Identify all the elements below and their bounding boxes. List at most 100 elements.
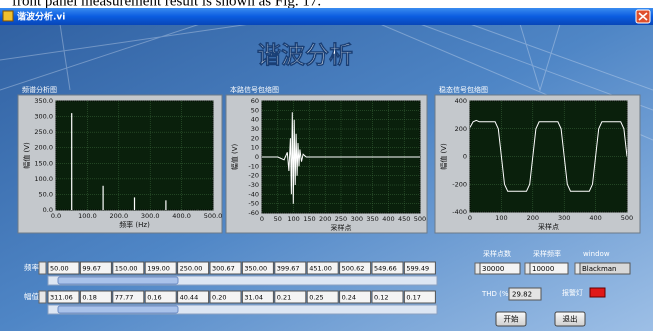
numeric-cell	[144, 290, 177, 304]
y-tick-label: 250.0	[34, 128, 53, 136]
row-label: 幅值	[24, 291, 39, 301]
numeric-cell	[177, 261, 210, 275]
x-tick-label: 300	[351, 215, 363, 223]
caption: front panel measurement result is shown …	[12, 0, 321, 9]
scroll-thumb[interactable]	[57, 305, 179, 314]
y-tick-label: -50	[248, 200, 259, 208]
spinner-button[interactable]	[524, 262, 531, 275]
numeric-cell	[274, 261, 307, 275]
numeric-value: 0.21	[277, 294, 291, 302]
numeric-value: 99.67	[82, 265, 101, 273]
signal-line	[262, 112, 420, 204]
y-tick-label: 350.0	[34, 97, 53, 105]
x-tick-label: 100	[287, 215, 299, 223]
button-label: 退出	[563, 314, 578, 324]
control-value: 30000	[482, 265, 504, 273]
plot-series	[470, 119, 627, 192]
x-tick-label: 0	[260, 215, 264, 223]
numeric-cell	[79, 290, 112, 304]
numeric-value: 451.00	[309, 265, 332, 273]
index-spinner[interactable]	[38, 290, 47, 304]
button-label: 开始	[504, 314, 519, 324]
window-title: 谐波分析.vi	[17, 11, 65, 23]
vi-icon	[2, 10, 14, 22]
x-axis-label: 采样点	[538, 222, 559, 231]
y-tick-label: -30	[248, 181, 259, 189]
x-tick-label: 300	[558, 214, 570, 222]
numeric-cell	[144, 261, 177, 275]
x-tick-label: 200	[319, 215, 331, 223]
spinner-button[interactable]	[574, 262, 581, 275]
alarm-led	[589, 287, 606, 298]
button[interactable]	[554, 311, 586, 327]
y-tick-label: 50	[251, 106, 259, 114]
y-tick-label: 0	[255, 153, 259, 161]
y-tick-label: -200	[452, 180, 467, 188]
x-tick-label: 200	[527, 214, 539, 222]
index-spinner[interactable]	[38, 261, 47, 275]
x-tick-label: 400	[589, 214, 601, 222]
x-tick-label: 100	[495, 214, 507, 222]
close-icon	[638, 12, 648, 21]
numeric-value: 40.44	[180, 294, 199, 302]
alarm-label: 报警灯	[562, 288, 583, 297]
button[interactable]	[495, 311, 527, 327]
numeric-value: 399.67	[277, 265, 300, 273]
y-axis-label: 幅值 (V)	[439, 143, 448, 170]
numeric-value: 311.06	[50, 294, 73, 302]
y-tick-label: 300.0	[34, 113, 53, 121]
y-tick-label: 0	[463, 153, 467, 161]
x-tick-label: 150	[303, 215, 315, 223]
y-tick-label: -400	[452, 208, 467, 216]
numeric-cell	[403, 290, 436, 304]
plot-series	[71, 113, 213, 210]
plot-area	[55, 100, 214, 211]
control-box[interactable]	[479, 262, 521, 275]
numeric-value: 300.67	[212, 265, 235, 273]
control-value: Blackman	[582, 265, 616, 273]
numeric-cell	[339, 290, 372, 304]
numeric-value: 549.66	[374, 265, 397, 273]
row-label: 频率	[24, 262, 39, 272]
y-tick-label: 200	[455, 125, 467, 133]
numeric-value: 0.17	[406, 294, 420, 302]
numeric-cell	[241, 290, 274, 304]
y-tick-label: 20	[251, 134, 259, 142]
numeric-value: 31.04	[244, 294, 263, 302]
y-axis-label: 幅值 (V)	[22, 142, 31, 169]
title-bar	[0, 8, 653, 25]
x-tick-label: 250	[335, 215, 347, 223]
control-box[interactable]	[579, 262, 631, 275]
y-tick-label: 40	[251, 116, 259, 124]
scroll-thumb[interactable]	[57, 276, 179, 285]
x-tick-label: 0.0	[51, 212, 61, 220]
control-label: window	[583, 250, 610, 258]
numeric-value: 350.00	[244, 265, 267, 273]
numeric-cell	[79, 261, 112, 275]
scrollbar[interactable]	[47, 275, 438, 286]
x-tick-label: 200.0	[109, 212, 128, 220]
scrollbar[interactable]	[47, 304, 438, 315]
graph-title: 稳态信号包络图	[439, 85, 488, 94]
x-tick-label: 500	[621, 214, 633, 222]
control-label: 采样点数	[483, 249, 511, 258]
control-box[interactable]	[529, 262, 569, 275]
numeric-value: 0.12	[374, 294, 388, 302]
x-tick-label: 300.0	[141, 212, 160, 220]
x-tick-label: 50	[274, 215, 282, 223]
numeric-cell	[47, 290, 80, 304]
thd-box	[508, 287, 542, 301]
numeric-cell	[274, 290, 307, 304]
graph-title: 频谱分析图	[22, 85, 57, 94]
numeric-cell	[112, 290, 145, 304]
y-axis-label: 幅值 (V)	[230, 143, 239, 170]
numeric-value: 199.00	[147, 265, 170, 273]
numeric-cell	[339, 261, 372, 275]
numeric-cell	[209, 290, 242, 304]
background-pylons	[0, 23, 653, 141]
spinner-button[interactable]	[474, 262, 481, 275]
plot-series	[262, 112, 420, 204]
y-tick-label: -60	[248, 209, 259, 217]
